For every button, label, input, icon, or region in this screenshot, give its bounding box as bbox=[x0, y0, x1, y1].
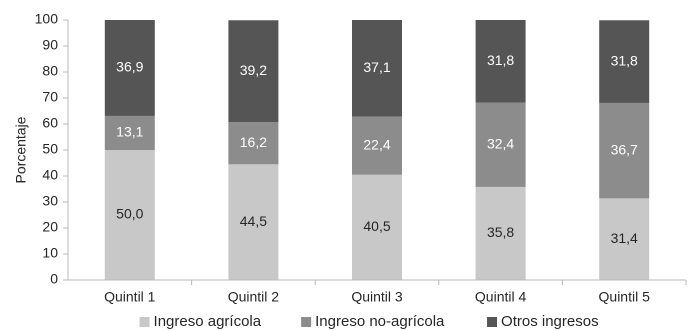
legend-swatch bbox=[301, 317, 312, 327]
y-tick-label: 20 bbox=[42, 219, 58, 235]
y-tick-label: 100 bbox=[35, 11, 59, 27]
bar-segment bbox=[104, 115, 155, 150]
legend-swatch bbox=[139, 317, 150, 327]
bar-segment bbox=[599, 20, 650, 103]
y-axis-title: Porcentaje bbox=[13, 116, 29, 183]
x-tick-label: Quintil 2 bbox=[228, 289, 280, 305]
y-axis: 0 10 20 30 40 50 60 70 80 90 100 bbox=[35, 11, 68, 287]
data-label: 40,5 bbox=[363, 218, 390, 234]
x-axis: Quintil 1 Quintil 2 Quintil 3 Quintil 4 Quin… bbox=[104, 280, 687, 305]
data-label: 36,7 bbox=[611, 141, 638, 157]
bar-segment bbox=[228, 164, 279, 280]
data-label: 37,1 bbox=[363, 59, 390, 75]
data-label: 44,5 bbox=[240, 213, 267, 229]
x-tick-label: Quintil 5 bbox=[599, 289, 651, 305]
data-label: 22,4 bbox=[363, 136, 390, 152]
bar-segment bbox=[352, 20, 402, 117]
data-label: 16,2 bbox=[240, 134, 267, 150]
y-tick-label: 10 bbox=[42, 245, 58, 261]
bar-segment bbox=[475, 186, 526, 280]
value-labels: 50,0 13,1 36,9 44,5 16,2 39,2 40,5 22,4 37,1 35,8… bbox=[116, 52, 638, 246]
x-tick-label: Quintil 1 bbox=[104, 289, 156, 305]
bar-segment bbox=[352, 116, 402, 175]
y-tick-label: 90 bbox=[42, 37, 58, 53]
bar-segment bbox=[104, 150, 155, 280]
data-label: 13,1 bbox=[116, 124, 143, 140]
bar-segment bbox=[228, 20, 279, 123]
data-label: 39,2 bbox=[240, 62, 267, 78]
y-tick-label: 30 bbox=[42, 193, 58, 209]
bars bbox=[104, 20, 650, 280]
y-tick-label: 0 bbox=[50, 271, 58, 287]
legend: Ingreso agrícola Ingreso no-agrícola Otros… bbox=[139, 313, 599, 330]
bar-segment bbox=[228, 122, 279, 165]
y-tick-label: 70 bbox=[42, 89, 58, 105]
y-tick-label: 50 bbox=[42, 141, 58, 157]
data-label: 35,8 bbox=[487, 224, 514, 240]
bar-segment bbox=[475, 20, 526, 103]
legend-label: Otros ingresos bbox=[501, 313, 599, 330]
data-label: 31,8 bbox=[611, 52, 638, 68]
bar-segment bbox=[599, 102, 650, 199]
y-tick-label: 40 bbox=[42, 167, 58, 183]
bar-segment bbox=[104, 20, 155, 116]
y-tick-label: 60 bbox=[42, 115, 58, 131]
y-tick-label: 80 bbox=[42, 63, 58, 79]
data-label: 36,9 bbox=[116, 59, 143, 75]
bar-segment bbox=[352, 174, 402, 280]
x-tick-label: Quintil 3 bbox=[351, 289, 403, 305]
data-label: 50,0 bbox=[116, 206, 143, 222]
legend-swatch bbox=[487, 317, 498, 327]
data-label: 31,4 bbox=[611, 230, 638, 246]
bar-segment bbox=[599, 198, 650, 280]
bar-segment bbox=[475, 102, 526, 187]
data-label: 32,4 bbox=[487, 136, 514, 152]
data-label: 31,8 bbox=[487, 52, 514, 68]
x-tick-label: Quintil 4 bbox=[475, 289, 527, 305]
legend-label: Ingreso no-agrícola bbox=[315, 313, 445, 330]
legend-label: Ingreso agrícola bbox=[154, 313, 262, 330]
